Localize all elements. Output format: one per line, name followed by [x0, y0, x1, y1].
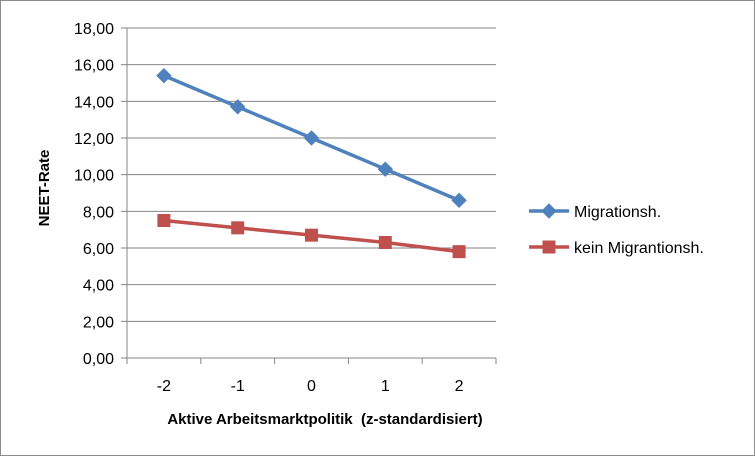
data-point	[303, 130, 320, 146]
y-tick-label: 2,00	[83, 314, 114, 331]
y-tick-label: 8,00	[83, 204, 114, 221]
y-tick-label: 4,00	[83, 278, 114, 295]
legend-label: kein Migrantionsh.	[574, 240, 704, 257]
data-point	[157, 214, 171, 227]
series-2	[157, 214, 466, 259]
legend-item-1: Migrationsh.	[529, 203, 661, 221]
y-axis-title: NEET-Rate	[36, 150, 53, 227]
y-tick-label: 6,00	[83, 241, 114, 258]
x-tick-label: 0	[307, 378, 316, 395]
y-tick-label: 0,00	[83, 351, 114, 368]
series-layer	[156, 67, 467, 259]
y-tick-label: 12,00	[74, 131, 114, 148]
x-tick-label: 2	[455, 378, 464, 395]
data-point	[377, 161, 394, 177]
gridlines	[127, 27, 496, 322]
data-point	[452, 245, 466, 259]
legend: Migrationsh. kein Migrantionsh.	[529, 203, 704, 257]
data-point	[378, 236, 392, 249]
y-tick-label: 16,00	[74, 58, 114, 75]
legend-marker	[542, 240, 556, 254]
data-point	[451, 192, 467, 209]
legend-label: Migrationsh.	[574, 204, 661, 221]
y-tick-labels: 0,00 2,00 4,00 6,00 8,00 10,00 12,00 14,00 16,00…	[74, 21, 114, 368]
series-1	[156, 67, 467, 209]
data-point	[305, 228, 318, 242]
x-tick-label: 1	[381, 378, 390, 395]
x-axis-title: Aktive Arbeitsmarktpolitik (z-standardis…	[167, 411, 482, 428]
y-tick-label: 18,00	[74, 21, 114, 38]
legend-item-2: kein Migrantionsh.	[529, 240, 704, 257]
data-point	[156, 67, 172, 84]
x-tick-label: -2	[157, 378, 171, 395]
x-tick-labels: -2 -1 0 1 2	[157, 378, 464, 395]
y-tick-label: 14,00	[74, 94, 114, 111]
y-tick-label: 10,00	[74, 168, 114, 185]
legend-marker	[541, 203, 557, 219]
data-point	[229, 99, 246, 115]
data-point	[231, 221, 245, 235]
x-tick-label: -1	[231, 378, 245, 395]
axes	[121, 27, 497, 364]
